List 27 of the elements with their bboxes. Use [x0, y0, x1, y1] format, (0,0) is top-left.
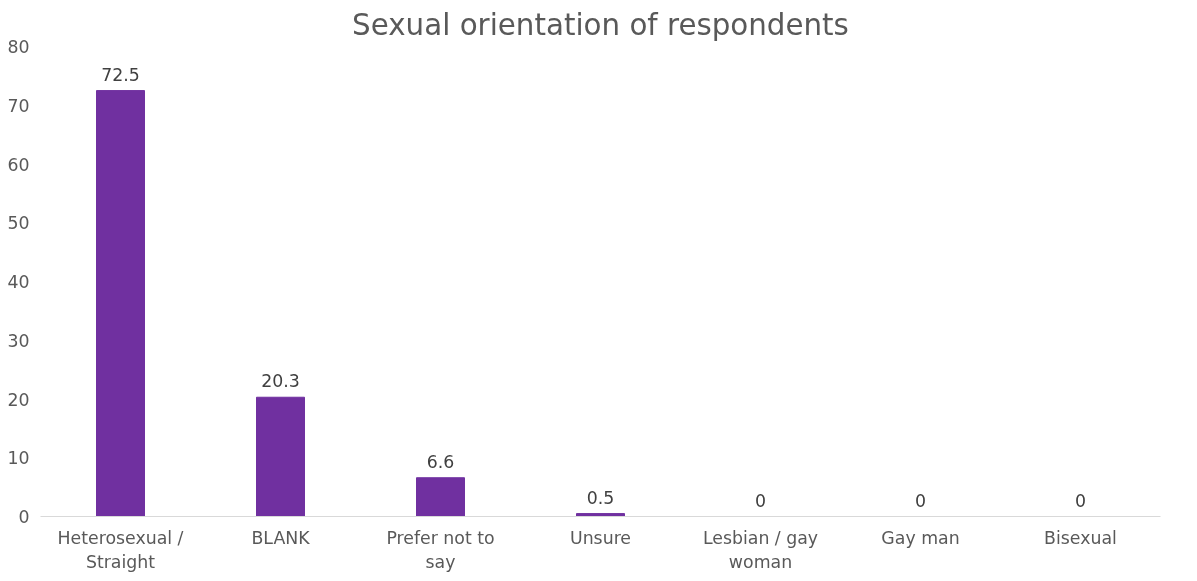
bar [416, 477, 465, 517]
y-tick-label: 70 [7, 95, 30, 116]
x-tick-label: Heterosexual / Straight [57, 527, 184, 572]
y-tick-label: 80 [7, 37, 30, 57]
y-tick-label: 50 [7, 213, 30, 234]
bar [256, 396, 305, 517]
y-tick-label: 40 [7, 272, 30, 292]
x-tick-label: Bisexual [1044, 527, 1117, 548]
x-tick-label: Unsure [569, 527, 632, 548]
chart-title: Sexual orientation of respondents [352, 7, 849, 42]
x-tick-label: BLANK [251, 527, 311, 548]
data-label: 0 [754, 490, 767, 511]
y-tick-label: 30 [7, 330, 30, 351]
x-tick-label: Gay man [881, 527, 960, 548]
data-label: 0 [914, 490, 927, 511]
bar [96, 90, 145, 517]
data-label: 0 [1074, 490, 1087, 511]
data-label: 20.3 [261, 371, 300, 392]
y-tick-label: 0 [18, 507, 30, 527]
data-label: 0.5 [586, 487, 615, 508]
data-label: 6.6 [426, 451, 455, 472]
x-tick-label: Lesbian / gay woman [702, 527, 819, 572]
y-tick-label: 60 [7, 154, 30, 175]
x-tick-label: Prefer not to say [386, 527, 495, 572]
y-tick-label: 20 [7, 389, 30, 410]
data-label: 72.5 [101, 64, 140, 85]
y-tick-label: 10 [7, 448, 30, 469]
